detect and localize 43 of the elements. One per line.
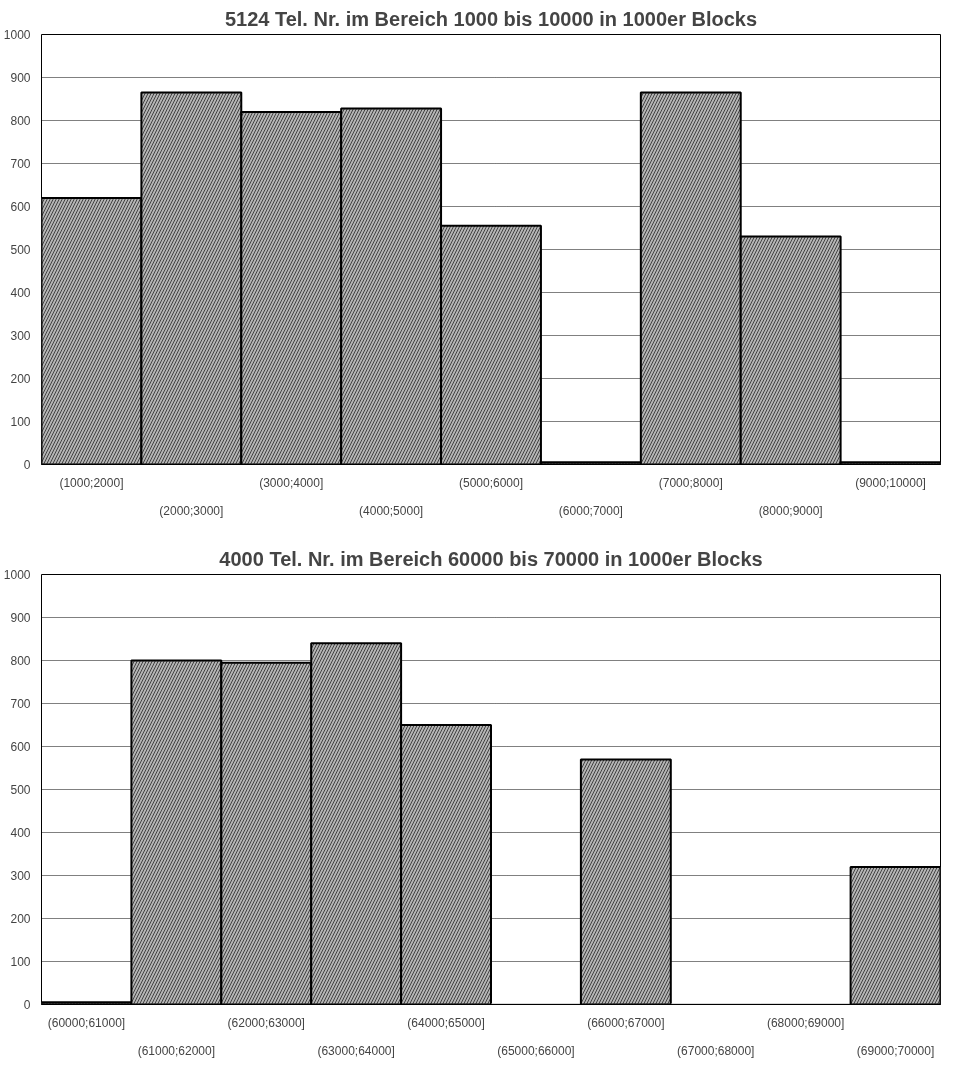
x-tick-label: (4000;5000] bbox=[359, 503, 424, 518]
y-tick-label: 900 bbox=[10, 611, 31, 625]
y-tick-label: 900 bbox=[10, 71, 31, 85]
x-tick-label: (63000;64000] bbox=[317, 1043, 395, 1058]
y-tick-label: 800 bbox=[10, 654, 31, 668]
x-tick-label: (61000;62000] bbox=[137, 1043, 216, 1058]
chart-title: 4000 Tel. Nr. im Bereich 60000 bis 70000 in 1000er Blocks bbox=[219, 547, 763, 570]
x-tick-label: (8000;9000] bbox=[758, 503, 823, 518]
chart-title: 5124 Tel. Nr. im Bereich 1000 bis 10000 in 1000er Blocks bbox=[224, 7, 758, 30]
y-tick-label: 600 bbox=[10, 740, 31, 754]
x-tick-label: (64000;65000] bbox=[407, 1015, 485, 1030]
x-tick-label: (60000;61000] bbox=[47, 1015, 126, 1030]
y-tick-label: 300 bbox=[10, 869, 31, 883]
x-tick-label: (68000;69000] bbox=[766, 1015, 845, 1030]
x-tick-label: (65000;66000] bbox=[497, 1043, 575, 1058]
y-tick-label: 400 bbox=[10, 286, 31, 300]
y-tick-label: 100 bbox=[10, 415, 31, 429]
x-tick-label: (2000;3000] bbox=[159, 503, 224, 518]
y-tick-label: 0 bbox=[23, 458, 31, 472]
y-tick-label: 200 bbox=[10, 912, 31, 926]
y-tick-label: 500 bbox=[10, 243, 31, 257]
y-tick-label: 400 bbox=[10, 826, 31, 840]
x-tick-label: (7000;8000] bbox=[658, 475, 723, 490]
y-tick-label: 600 bbox=[10, 200, 31, 214]
x-tick-label: (66000;67000] bbox=[587, 1015, 665, 1030]
y-tick-label: 200 bbox=[10, 372, 31, 386]
x-tick-label: (6000;7000] bbox=[558, 503, 623, 518]
x-tick-label: (69000;70000] bbox=[856, 1043, 935, 1058]
y-tick-label: 500 bbox=[10, 783, 31, 797]
y-tick-label: 700 bbox=[10, 697, 31, 711]
x-tick-label: (5000;6000] bbox=[458, 475, 524, 490]
y-tick-label: 1000 bbox=[3, 28, 31, 42]
y-tick-label: 1000 bbox=[3, 568, 31, 582]
x-tick-label: (3000;4000] bbox=[259, 475, 324, 490]
x-tick-label: (62000;63000] bbox=[227, 1015, 305, 1030]
y-tick-label: 300 bbox=[10, 329, 31, 343]
y-tick-label: 100 bbox=[10, 955, 31, 969]
x-tick-label: (67000;68000] bbox=[677, 1043, 755, 1058]
y-tick-label: 700 bbox=[10, 157, 31, 171]
x-tick-label: (1000;2000] bbox=[59, 475, 124, 490]
y-tick-label: 800 bbox=[10, 114, 31, 128]
x-tick-label: (9000;10000] bbox=[855, 475, 926, 490]
y-tick-label: 0 bbox=[23, 998, 31, 1012]
